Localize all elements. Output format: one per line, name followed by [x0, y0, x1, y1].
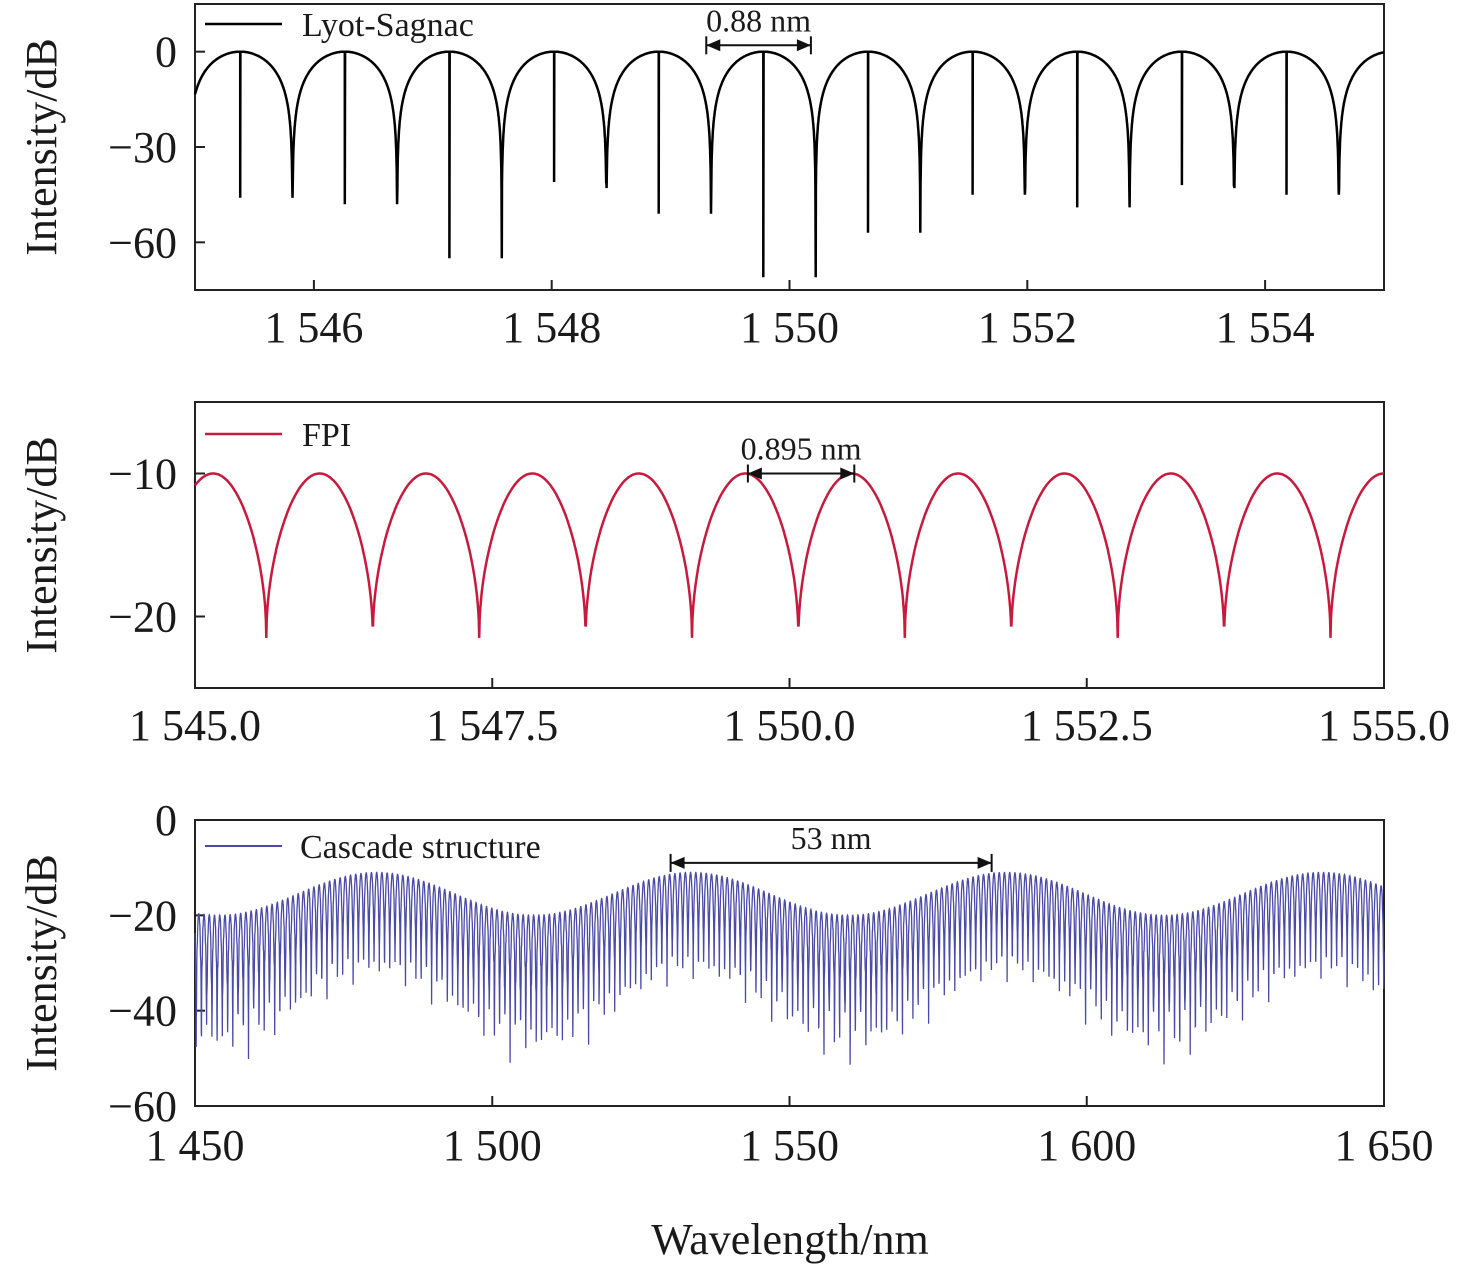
x-axis-label: Wavelength/nm — [651, 1215, 929, 1264]
annotation-arrowhead — [796, 39, 811, 52]
panel-fpi: 1 545.0 1 547.5 1 550.0 1 552.5 1 555.0 −10 −2… — [17, 401, 1450, 751]
y-tick-label: −40 — [108, 987, 177, 1036]
annotation-arrowhead — [747, 467, 762, 480]
y-tick-label: −60 — [108, 218, 177, 267]
x-tick-label: 1 550.0 — [724, 701, 856, 750]
legend-background — [203, 828, 603, 868]
x-tick-label: 1 554 — [1216, 303, 1315, 352]
y-axis-label: Intensity/dB — [17, 436, 66, 654]
tick-group: 1 546 1 548 1 550 1 552 1 554 0 −30 −60 — [108, 28, 1314, 352]
series-line-cascade — [194, 871, 1385, 1065]
annotation-arrowhead — [977, 856, 992, 869]
period-annotation: 53 nm — [669, 820, 993, 872]
legend-label: Lyot-Sagnac — [302, 7, 474, 44]
y-tick-label: −20 — [108, 593, 177, 642]
y-tick-label: 0 — [155, 28, 177, 77]
tick-group: 1 450 1 500 1 550 1 600 1 650 0 −20 −40 −60 — [108, 796, 1433, 1170]
y-tick-label: −10 — [108, 450, 177, 499]
legend: Cascade structure — [203, 828, 603, 868]
x-tick-label: 1 500 — [443, 1121, 542, 1170]
x-tick-label: 1 600 — [1037, 1121, 1136, 1170]
annotation-arrowhead — [670, 856, 685, 869]
period-annotation-label: 0.88 nm — [706, 2, 811, 38]
tick-group: 1 545.0 1 547.5 1 550.0 1 552.5 1 555.0 −10 −2… — [108, 450, 1450, 751]
y-tick-label: −20 — [108, 891, 177, 940]
x-tick-label: 1 547.5 — [426, 701, 558, 750]
panel-lyot-sagnac: 1 546 1 548 1 550 1 552 1 554 0 −30 −60 Lyot-Sa… — [17, 2, 1385, 352]
annotation-arrowhead — [706, 39, 721, 52]
annotation-arrowhead — [840, 467, 855, 480]
x-tick-label: 1 548 — [502, 303, 601, 352]
y-tick-label: −60 — [108, 1082, 177, 1131]
y-tick-label: 0 — [155, 796, 177, 845]
period-annotation-label: 53 nm — [791, 820, 872, 856]
period-annotation: 0.895 nm — [741, 431, 862, 483]
panel-cascade: 1 450 1 500 1 550 1 600 1 650 0 −20 −40 −60 Casc… — [17, 796, 1434, 1170]
legend-label: FPI — [302, 417, 351, 454]
x-tick-label: 1 450 — [146, 1121, 245, 1170]
series-line-lyot-sagnac — [193, 50, 1385, 278]
y-axis-label: Intensity/dB — [17, 38, 66, 256]
x-tick-label: 1 550 — [740, 303, 839, 352]
plot-frame — [194, 3, 1385, 291]
y-tick-label: −30 — [108, 123, 177, 172]
x-tick-label: 1 555.0 — [1318, 701, 1450, 750]
y-axis-label: Intensity/dB — [17, 854, 66, 1072]
x-tick-label: 1 546 — [264, 303, 363, 352]
x-tick-label: 1 552.5 — [1021, 701, 1153, 750]
x-tick-label: 1 545.0 — [129, 701, 261, 750]
x-tick-label: 1 550 — [740, 1121, 839, 1170]
x-tick-label: 1 552 — [978, 303, 1077, 352]
legend: FPI — [205, 417, 351, 454]
period-annotation: 0.88 nm — [705, 2, 812, 55]
legend-label: Cascade structure — [300, 829, 541, 866]
legend: Lyot-Sagnac — [205, 7, 474, 44]
x-tick-label: 1 650 — [1335, 1121, 1434, 1170]
period-annotation-label: 0.895 nm — [741, 431, 862, 467]
series-line-fpi — [194, 472, 1384, 639]
